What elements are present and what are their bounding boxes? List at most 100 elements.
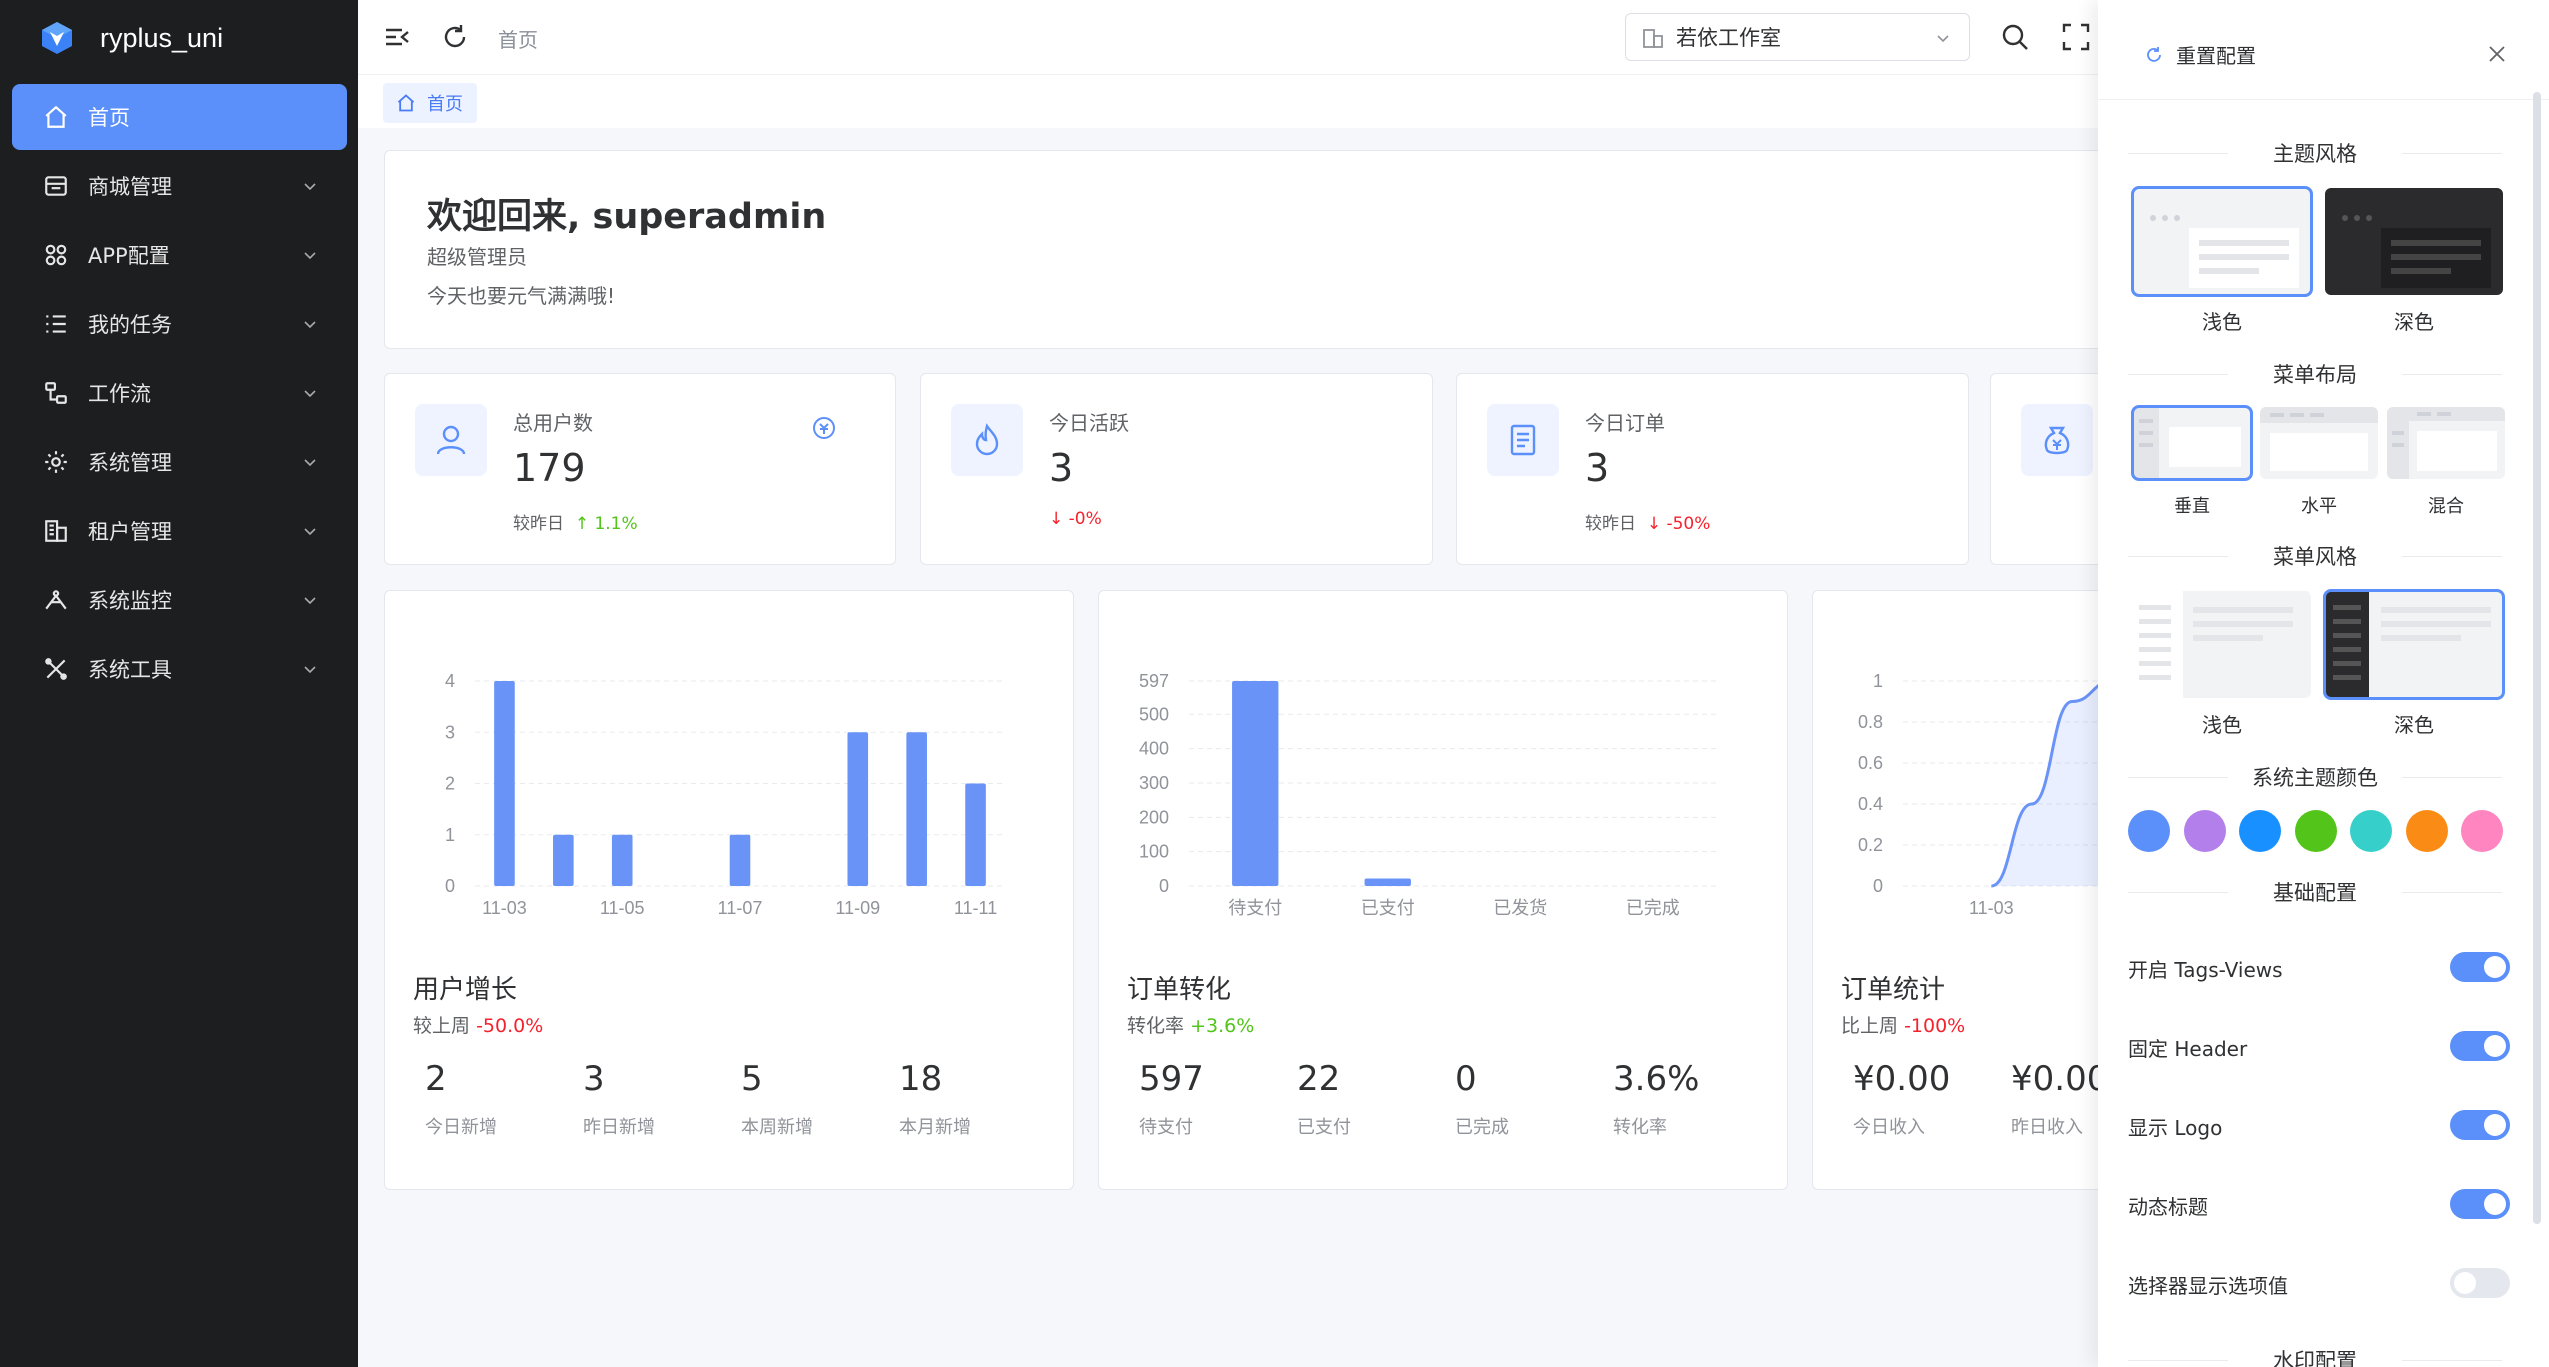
select-show-value-toggle[interactable]	[2450, 1268, 2510, 1298]
chevron-down-icon	[304, 390, 316, 398]
sidebar-item-label: 工作流	[88, 382, 151, 406]
menu-style-dark-preview	[2325, 591, 2503, 698]
bar	[847, 732, 869, 886]
x-tick-label: 11-11	[954, 898, 997, 918]
fixed-header-toggle[interactable]	[2450, 1031, 2510, 1061]
fullscreen-icon[interactable]	[2061, 22, 2091, 52]
setting-select-show-value: 选择器显示选项值	[2128, 1262, 2510, 1302]
collapse-menu-icon[interactable]	[382, 22, 412, 52]
theme-light-option[interactable]	[2131, 186, 2313, 297]
reset-config-label: 重置配置	[2176, 44, 2256, 68]
store-icon	[42, 172, 70, 200]
y-tick-label: 597	[1139, 671, 1169, 691]
toggle-knob	[2484, 1193, 2506, 1215]
theme-dark-option[interactable]	[2325, 188, 2503, 295]
stat-compare: 较昨日 ↓ -50%	[1585, 514, 1711, 534]
y-tick-label: 0.8	[1858, 712, 1883, 732]
breadcrumb[interactable]: 首页	[498, 28, 538, 52]
layout-horizontal-option[interactable]	[2260, 407, 2378, 479]
stat-icon-box	[951, 404, 1023, 476]
metric-yesterday-income: ¥0.00 昨日收入	[2011, 1059, 2109, 1138]
user-growth-chart: 0 1 2 3 4 11-03 11-05 11-07 11-09 11-11	[445, 671, 1005, 918]
metric-month-new: 18 本月新增	[899, 1059, 971, 1138]
setting-tags-views: 开启 Tags-Views	[2128, 946, 2510, 986]
sidebar-item-system[interactable]: 系统管理	[12, 429, 347, 495]
y-tick-label: 0.2	[1858, 835, 1883, 855]
section-basic-config: 基础配置	[2128, 877, 2502, 907]
theme-color-swatch[interactable]	[2350, 810, 2392, 852]
chevron-down-icon	[304, 666, 316, 674]
chevron-down-icon	[304, 321, 316, 329]
home-icon	[397, 94, 415, 112]
drawer-scrollbar[interactable]	[2533, 92, 2541, 1224]
chart-subtitle: 转化率 +3.6%	[1127, 1015, 1255, 1037]
stat-change: ↑ 1.1%	[574, 514, 638, 534]
x-tick-label: 待支付	[1228, 898, 1282, 918]
theme-color-swatch[interactable]	[2461, 810, 2503, 852]
building-icon	[42, 517, 70, 545]
reset-config-button[interactable]: 重置配置	[2144, 40, 2256, 69]
setting-label: 显示 Logo	[2128, 1116, 2223, 1140]
bar	[494, 681, 515, 886]
layout-vertical-option[interactable]	[2131, 405, 2253, 481]
stat-card-today-orders: 今日订单 3 较昨日 ↓ -50%	[1456, 373, 1969, 565]
dynamic-title-toggle[interactable]	[2450, 1189, 2510, 1219]
sidebar-item-home[interactable]: 首页	[12, 84, 347, 150]
sidebar-item-my-tasks[interactable]: 我的任务	[12, 291, 347, 357]
tenant-select[interactable]: 若依工作室	[1625, 13, 1970, 61]
y-tick-label: 0	[1159, 876, 1169, 896]
app-logo[interactable]: ryplus_uni	[40, 18, 223, 58]
user-icon	[436, 425, 466, 455]
search-icon[interactable]	[2000, 22, 2030, 52]
theme-color-swatch[interactable]	[2405, 810, 2448, 852]
chevron-down-icon	[304, 183, 316, 191]
welcome-message: 今天也要元气满满哦!	[427, 284, 616, 308]
y-tick-label: 0.6	[1858, 753, 1883, 773]
theme-color-swatch[interactable]	[2183, 810, 2226, 852]
tag-home[interactable]: 首页	[383, 83, 477, 123]
theme-color-swatch[interactable]	[2128, 810, 2170, 852]
y-tick-label: 300	[1139, 773, 1169, 793]
layout-horizontal-preview	[2260, 407, 2378, 479]
stat-value: 3	[1049, 446, 1074, 490]
close-icon[interactable]	[2487, 44, 2507, 64]
sidebar-item-label: 租户管理	[88, 520, 172, 544]
apps-icon	[42, 241, 70, 269]
y-tick-label: 200	[1139, 807, 1169, 827]
sidebar-item-tenant[interactable]: 租户管理	[12, 498, 347, 564]
refresh-icon[interactable]	[440, 22, 470, 52]
sidebar-item-monitor[interactable]: 系统监控	[12, 567, 347, 633]
x-tick-label: 已完成	[1626, 898, 1680, 918]
y-tick-label: 1	[1873, 671, 1883, 691]
menu-style-light-option[interactable]	[2133, 591, 2311, 698]
settings-drawer: 重置配置 主题风格 浅色 深色 菜单布局 垂直 水平 混合 菜单风格 浅色 深色…	[2098, 0, 2549, 1367]
menu-style-dark-option[interactable]	[2323, 589, 2505, 700]
bar	[1364, 878, 1411, 886]
sidebar-item-app-config[interactable]: APP配置	[12, 222, 347, 288]
currency-exchange-icon[interactable]	[810, 414, 838, 442]
document-icon	[1510, 424, 1536, 456]
chevron-down-icon	[304, 459, 316, 467]
tags-views-toggle[interactable]	[2450, 952, 2510, 982]
stat-compare: 较昨日 ↑ 1.1%	[513, 514, 638, 534]
layout-horizontal-label: 水平	[2301, 496, 2337, 517]
bar	[729, 834, 751, 886]
section-menu-layout: 菜单布局	[2128, 359, 2502, 389]
layout-mixed-option[interactable]	[2387, 407, 2505, 479]
x-tick-label: 已发货	[1493, 898, 1547, 918]
theme-color-swatch[interactable]	[2294, 810, 2337, 852]
show-logo-toggle[interactable]	[2450, 1110, 2510, 1140]
chevron-down-icon	[304, 597, 316, 605]
setting-label: 动态标题	[2128, 1195, 2208, 1219]
sidebar-item-store[interactable]: 商城管理	[12, 153, 347, 219]
top-header: 首页 若依工作室	[358, 0, 2098, 74]
stat-card-today-active: 今日活跃 3 ↓ -0%	[920, 373, 1433, 565]
chart-title: 订单统计	[1841, 975, 1946, 1005]
tag-label: 首页	[427, 94, 463, 115]
sidebar-item-workflow[interactable]: 工作流	[12, 360, 347, 426]
sidebar-item-tools[interactable]: 系统工具	[12, 636, 347, 702]
y-tick-label: 400	[1139, 739, 1169, 759]
drawer-header: 重置配置	[2098, 0, 2549, 100]
theme-color-swatch[interactable]	[2239, 810, 2281, 852]
metric-today-new: 2 今日新增	[425, 1059, 497, 1138]
